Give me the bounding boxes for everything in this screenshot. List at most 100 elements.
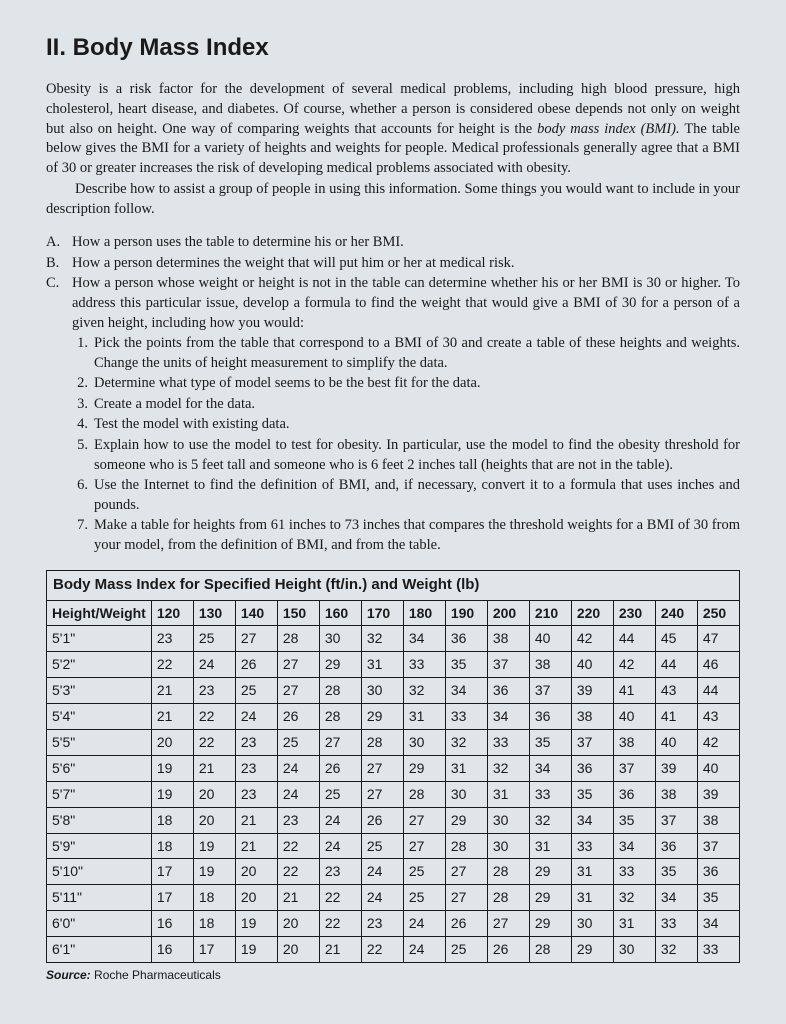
bmi-cell: 36 bbox=[445, 626, 487, 652]
bmi-cell: 38 bbox=[487, 626, 529, 652]
bmi-cell: 31 bbox=[445, 755, 487, 781]
table-row: 5'11"1718202122242527282931323435 bbox=[47, 885, 740, 911]
bmi-cell: 28 bbox=[319, 704, 361, 730]
bmi-cell: 21 bbox=[193, 755, 235, 781]
header-weight: 140 bbox=[235, 600, 277, 626]
bmi-cell: 27 bbox=[235, 626, 277, 652]
bmi-cell: 24 bbox=[193, 652, 235, 678]
sub-item: 6.Use the Internet to find the definitio… bbox=[72, 476, 740, 515]
bmi-cell: 24 bbox=[277, 755, 319, 781]
bmi-cell: 32 bbox=[361, 626, 403, 652]
table-header-row: Height/Weight 120 130 140 150 160 170 18… bbox=[47, 600, 740, 626]
height-cell: 6'1" bbox=[47, 937, 152, 963]
sub-marker: 4. bbox=[72, 415, 94, 435]
table-caption: Body Mass Index for Specified Height (ft… bbox=[46, 570, 740, 599]
height-cell: 5'10" bbox=[47, 859, 152, 885]
header-weight: 240 bbox=[655, 600, 697, 626]
height-cell: 5'6" bbox=[47, 755, 152, 781]
bmi-cell: 20 bbox=[235, 859, 277, 885]
bmi-cell: 20 bbox=[193, 781, 235, 807]
bmi-cell: 23 bbox=[151, 626, 193, 652]
bmi-cell: 32 bbox=[403, 678, 445, 704]
table-row: 5'9"1819212224252728303133343637 bbox=[47, 833, 740, 859]
bmi-cell: 27 bbox=[277, 678, 319, 704]
bmi-cell: 18 bbox=[151, 807, 193, 833]
bmi-cell: 32 bbox=[529, 807, 571, 833]
bmi-cell: 24 bbox=[403, 911, 445, 937]
bmi-cell: 20 bbox=[151, 730, 193, 756]
bmi-cell: 24 bbox=[319, 833, 361, 859]
bmi-cell: 18 bbox=[193, 885, 235, 911]
bmi-cell: 36 bbox=[697, 859, 739, 885]
table-row: 5'10"1719202223242527282931333536 bbox=[47, 859, 740, 885]
bmi-cell: 16 bbox=[151, 911, 193, 937]
height-cell: 5'3" bbox=[47, 678, 152, 704]
bmi-cell: 33 bbox=[613, 859, 655, 885]
table-row: 6'0"1618192022232426272930313334 bbox=[47, 911, 740, 937]
bmi-cell: 30 bbox=[613, 937, 655, 963]
bmi-cell: 38 bbox=[529, 652, 571, 678]
bmi-table: Body Mass Index for Specified Height (ft… bbox=[46, 570, 740, 963]
sub-item: 4.Test the model with existing data. bbox=[72, 415, 740, 435]
bmi-cell: 27 bbox=[277, 652, 319, 678]
page-title: II. Body Mass Index bbox=[46, 32, 740, 64]
bmi-cell: 40 bbox=[529, 626, 571, 652]
bmi-cell: 32 bbox=[487, 755, 529, 781]
bmi-cell: 28 bbox=[487, 885, 529, 911]
bmi-cell: 28 bbox=[529, 937, 571, 963]
bmi-cell: 23 bbox=[361, 911, 403, 937]
sub-marker: 3. bbox=[72, 395, 94, 415]
table-source: Source: Roche Pharmaceuticals bbox=[46, 967, 740, 983]
bmi-cell: 24 bbox=[235, 704, 277, 730]
sub-item: 2.Determine what type of model seems to … bbox=[72, 374, 740, 394]
bmi-cell: 24 bbox=[361, 859, 403, 885]
bmi-cell: 39 bbox=[655, 755, 697, 781]
bmi-cell: 30 bbox=[487, 807, 529, 833]
bmi-cell: 34 bbox=[487, 704, 529, 730]
height-cell: 5'4" bbox=[47, 704, 152, 730]
bmi-cell: 36 bbox=[487, 678, 529, 704]
bmi-cell: 30 bbox=[487, 833, 529, 859]
bmi-cell: 38 bbox=[655, 781, 697, 807]
bmi-cell: 39 bbox=[697, 781, 739, 807]
bmi-cell: 34 bbox=[613, 833, 655, 859]
sub-item: 3.Create a model for the data. bbox=[72, 395, 740, 415]
bmi-cell: 17 bbox=[193, 937, 235, 963]
table-row: 5'3"2123252728303234363739414344 bbox=[47, 678, 740, 704]
bmi-cell: 36 bbox=[655, 833, 697, 859]
bmi-cell: 24 bbox=[403, 937, 445, 963]
bmi-cell: 44 bbox=[655, 652, 697, 678]
bmi-cell: 17 bbox=[151, 859, 193, 885]
bmi-cell: 16 bbox=[151, 937, 193, 963]
question-marker: B. bbox=[46, 254, 72, 274]
bmi-cell: 27 bbox=[445, 885, 487, 911]
bmi-cell: 27 bbox=[445, 859, 487, 885]
bmi-cell: 33 bbox=[529, 781, 571, 807]
bmi-cell: 25 bbox=[361, 833, 403, 859]
bmi-table-container: Body Mass Index for Specified Height (ft… bbox=[46, 570, 740, 983]
table-row: 5'6"1921232426272931323436373940 bbox=[47, 755, 740, 781]
header-weight: 130 bbox=[193, 600, 235, 626]
bmi-cell: 43 bbox=[697, 704, 739, 730]
bmi-cell: 27 bbox=[403, 807, 445, 833]
bmi-cell: 35 bbox=[613, 807, 655, 833]
bmi-cell: 27 bbox=[319, 730, 361, 756]
bmi-cell: 28 bbox=[361, 730, 403, 756]
bmi-cell: 19 bbox=[193, 833, 235, 859]
question-text: How a person determines the weight that … bbox=[72, 254, 740, 274]
bmi-cell: 25 bbox=[193, 626, 235, 652]
sub-item: 5.Explain how to use the model to test f… bbox=[72, 436, 740, 475]
bmi-cell: 23 bbox=[235, 755, 277, 781]
bmi-cell: 28 bbox=[487, 859, 529, 885]
describe-paragraph: Describe how to assist a group of people… bbox=[46, 180, 740, 219]
bmi-cell: 25 bbox=[445, 937, 487, 963]
bmi-cell: 33 bbox=[445, 704, 487, 730]
bmi-cell: 47 bbox=[697, 626, 739, 652]
bmi-cell: 22 bbox=[193, 704, 235, 730]
bmi-cell: 38 bbox=[613, 730, 655, 756]
bmi-cell: 17 bbox=[151, 885, 193, 911]
bmi-cell: 28 bbox=[277, 626, 319, 652]
bmi-cell: 37 bbox=[655, 807, 697, 833]
question-content: How a person whose weight or height is n… bbox=[72, 274, 740, 556]
bmi-cell: 35 bbox=[529, 730, 571, 756]
